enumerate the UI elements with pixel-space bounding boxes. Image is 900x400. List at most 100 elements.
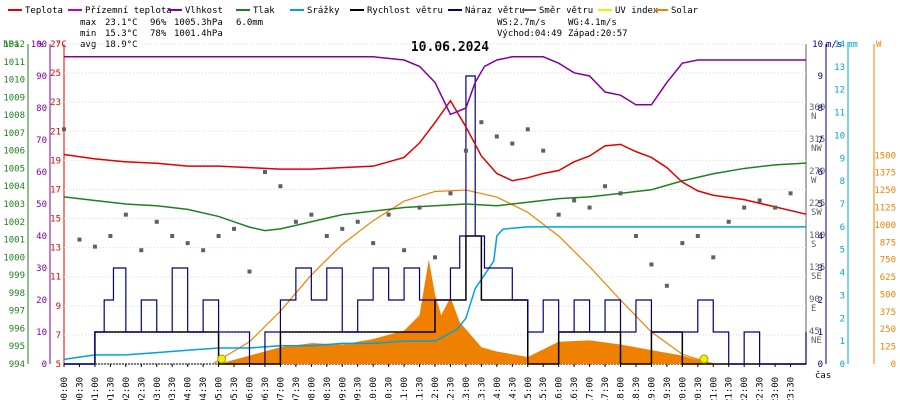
wind-direction-point <box>695 234 700 238</box>
x-tick-label: 23:30 <box>787 377 797 400</box>
x-tick-label: 02:00 <box>122 377 132 400</box>
wind-direction-point <box>417 205 422 210</box>
x-axis-label: čas <box>815 370 831 381</box>
x-tick-label: 12:30 <box>446 377 456 400</box>
wind-direction-point <box>170 234 175 238</box>
wind-direction-point <box>479 120 484 125</box>
rain-tick: 11 <box>834 109 845 119</box>
wind-direction-point <box>572 198 577 203</box>
wind-direction-point <box>123 212 128 217</box>
wind-tick: 1 <box>818 328 823 338</box>
wind-direction-point <box>788 191 793 196</box>
hum-tick: 80 <box>36 104 47 114</box>
wind-direction-point <box>216 234 221 238</box>
wind-direction-point <box>494 134 499 139</box>
wind-tick: 0 <box>818 360 823 370</box>
hum-tick: 20 <box>36 296 47 306</box>
press-tick: 1011 <box>3 58 25 68</box>
wind-direction-point <box>726 219 731 224</box>
x-tick-label: 13:30 <box>477 377 487 400</box>
x-tick-label: 22:30 <box>756 377 766 400</box>
x-tick-label: 20:00 <box>678 377 688 400</box>
x-tick-label: 05:00 <box>215 377 225 400</box>
solar-tick: 1500 <box>874 151 896 161</box>
press-tick: 995 <box>9 342 25 352</box>
dir-tick-compass: NE <box>811 336 822 346</box>
stat-max-hum: 96% <box>150 18 167 28</box>
rain-tick: 10 <box>834 131 845 141</box>
stat-min-hum: 78% <box>150 29 167 39</box>
wind-tick: 3 <box>818 264 823 274</box>
x-tick-label: 02:30 <box>137 377 147 400</box>
dir-tick: 90 <box>809 295 820 305</box>
wind-gust-info: WG:4.1m/s <box>568 18 617 28</box>
wind-direction-point <box>556 212 561 217</box>
wind-direction-point <box>649 262 654 267</box>
wind-direction-point <box>262 170 267 174</box>
legend-label: Srážky <box>307 6 340 16</box>
dir-tick: 225 <box>809 199 825 209</box>
wind-direction-point <box>587 205 592 210</box>
dir-tick: 45 <box>809 327 820 337</box>
dir-tick: 270 <box>809 167 825 177</box>
x-tick-label: 08:30 <box>323 377 333 400</box>
stat-max-press: 1005.3hPa <box>174 18 223 28</box>
legend-label: Vlhkost <box>185 6 223 16</box>
wind-direction-point <box>757 198 762 203</box>
rain-tick: 1 <box>840 337 845 347</box>
wind-direction-point <box>525 127 530 132</box>
wind-direction-point <box>77 237 82 242</box>
press-tick: 1008 <box>3 111 25 121</box>
legend-label: Směr větru <box>539 6 593 16</box>
x-tick-label: 08:00 <box>307 377 317 400</box>
x-tick-label: 11:30 <box>416 377 426 400</box>
hum-tick: 60 <box>36 168 47 178</box>
dir-tick: 315 <box>809 135 825 145</box>
rain-tick: 5 <box>840 246 845 256</box>
x-tick-label: 15:00 <box>524 377 534 400</box>
x-tick-label: 19:00 <box>647 377 657 400</box>
wind-direction-point <box>371 241 376 246</box>
wind-direction-point <box>541 148 546 153</box>
dir-tick-compass: W <box>811 176 817 186</box>
x-tick-label: 17:00 <box>586 377 596 400</box>
x-tick-label: 18:30 <box>632 377 642 400</box>
wind-direction-point <box>680 241 685 246</box>
x-tick-label: 03:30 <box>168 377 178 400</box>
wind-direction-point <box>386 212 391 217</box>
sunset-info: Západ:20:57 <box>568 29 628 39</box>
press-unit: hPa <box>3 40 19 50</box>
rain-tick: 7 <box>840 200 845 210</box>
rain-tick: 13 <box>834 63 845 73</box>
temp-tick: 25 <box>50 69 61 79</box>
temp-tick: 19 <box>50 156 61 166</box>
press-tick: 1001 <box>3 236 25 246</box>
hum-tick: 40 <box>36 232 47 242</box>
wind-direction-point <box>201 248 206 253</box>
x-tick-label: 15:30 <box>539 377 549 400</box>
temp-tick: 5 <box>56 360 61 370</box>
hum-tick: 0 <box>42 360 47 370</box>
press-tick: 1009 <box>3 93 25 103</box>
dir-tick-compass: E <box>811 304 816 314</box>
hum-tick: 90 <box>36 72 47 82</box>
x-tick-label: 05:30 <box>230 377 240 400</box>
press-tick: 996 <box>9 324 25 334</box>
x-tick-label: 07:30 <box>292 377 302 400</box>
x-tick-label: 03:00 <box>153 377 163 400</box>
rain-tick: 12 <box>834 86 845 96</box>
wind-direction-point <box>247 269 252 274</box>
solar-tick: 1000 <box>874 221 896 231</box>
rain-tick: 8 <box>840 177 845 187</box>
rain-tick: 3 <box>840 291 845 301</box>
x-tick-label: 14:30 <box>508 377 518 400</box>
temp-tick: 23 <box>50 98 61 108</box>
temp-tick: 9 <box>56 302 61 312</box>
wind-direction-point <box>355 219 360 224</box>
hum-tick: 30 <box>36 264 47 274</box>
stat-avg-temp: 18.9°C <box>105 40 138 50</box>
wind-direction-point <box>773 205 778 210</box>
solar-tick: 375 <box>880 308 896 318</box>
press-tick: 1010 <box>3 76 25 86</box>
temp-tick: 7 <box>56 331 61 341</box>
